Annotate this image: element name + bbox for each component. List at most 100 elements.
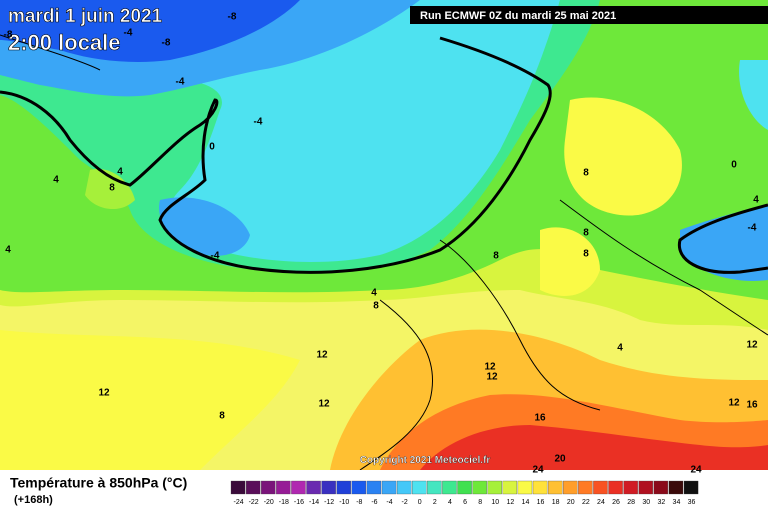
contour-label: 8 <box>219 411 225 422</box>
scale-label: -2 <box>402 499 408 506</box>
contour-label: 12 <box>746 340 758 351</box>
scale-swatch <box>351 480 367 495</box>
run-text: Run ECMWF 0Z du mardi 25 mai 2021 <box>420 10 616 22</box>
scale-swatch <box>336 480 351 495</box>
legend-title: Température à 850hPa (°C) <box>10 475 187 491</box>
scale-swatch <box>261 480 276 495</box>
scale-swatch <box>502 480 518 495</box>
contour-label: 4 <box>5 245 11 256</box>
scale-swatch <box>653 480 669 495</box>
scale-label: 12 <box>506 499 514 506</box>
contour-label: 24 <box>532 465 544 476</box>
scale-swatch <box>683 480 699 495</box>
contour-label: 4 <box>617 343 623 354</box>
contour-labels: -8-8 -4-8-4-404844-448888804-412121281212… <box>4 12 760 476</box>
scale-swatch <box>623 480 638 495</box>
contour-label: -4 <box>748 223 757 234</box>
scale-label: 24 <box>597 499 605 506</box>
contour-label: 8 <box>493 251 499 262</box>
contour-label: -4 <box>176 77 185 88</box>
time-text: 2:00 locale <box>8 30 121 55</box>
field-greenland-tip <box>85 169 135 210</box>
run-banner <box>410 6 768 24</box>
contour-label: -8 <box>162 38 171 49</box>
scale-label: -4 <box>386 499 392 506</box>
scale-swatch <box>396 480 412 495</box>
contour-label: -4 <box>124 28 133 39</box>
scale-label: -12 <box>324 499 334 506</box>
scale-swatch <box>547 480 563 495</box>
scale-swatch <box>321 480 336 495</box>
scale-label: 6 <box>463 499 467 506</box>
scale-swatch <box>366 480 382 495</box>
scale-swatch <box>412 480 427 495</box>
scale-label: 30 <box>642 499 650 506</box>
contour-label: 12 <box>316 350 328 361</box>
contour-0-east <box>677 203 768 274</box>
field-minus4-south <box>159 197 250 256</box>
contour-label: 12 <box>318 399 330 410</box>
contour-label: 0 <box>209 142 215 153</box>
date-text: mardi 1 juin 2021 <box>8 6 163 27</box>
contour-label: 8 <box>109 183 115 194</box>
contour-label: -4 <box>211 251 220 262</box>
scale-label: 2 <box>433 499 437 506</box>
scale-swatch <box>276 480 291 495</box>
contour-label: -4 <box>254 117 263 128</box>
scale-label: 10 <box>491 499 499 506</box>
scale-swatch <box>427 480 442 495</box>
coast <box>439 239 601 411</box>
scale-label: 0 <box>418 499 422 506</box>
scale-swatch <box>668 480 684 495</box>
field-greenland-south <box>0 197 107 240</box>
contour-label: 4 <box>117 167 123 178</box>
field-scandinavia <box>564 97 682 216</box>
contour-label: 4 <box>371 288 377 299</box>
scale-swatch <box>291 480 306 495</box>
scale-label: -10 <box>339 499 349 506</box>
scale-label: 4 <box>448 499 452 506</box>
contour-label: 4 <box>753 195 759 206</box>
scale-swatch <box>593 480 608 495</box>
scale-swatch <box>487 480 502 495</box>
scale-swatch <box>472 480 487 495</box>
scale-label: 26 <box>612 499 620 506</box>
scale-label: 8 <box>478 499 482 506</box>
scale-label: -6 <box>371 499 377 506</box>
contour-label: -8 <box>4 30 13 41</box>
scale-label: 34 <box>673 499 681 506</box>
contour-label: 12 <box>98 388 110 399</box>
scale-label: -22 <box>249 499 259 506</box>
scale-label: -14 <box>309 499 319 506</box>
contour-label: 8 <box>583 249 589 260</box>
scale-label: 28 <box>627 499 635 506</box>
scale-label: 36 <box>688 499 696 506</box>
field-14 <box>0 330 300 470</box>
scale-swatch <box>230 480 246 495</box>
contour-label: 12 <box>484 362 496 373</box>
scale-label: -24 <box>233 499 243 506</box>
scale-label: -16 <box>294 499 304 506</box>
scale-label: 14 <box>522 499 530 506</box>
scale-swatch <box>578 480 593 495</box>
scale-label: 20 <box>567 499 575 506</box>
scale-label: -8 <box>356 499 362 506</box>
contour-0 <box>0 36 552 274</box>
color-scale: -24 -22 -20 -18 -16 -14 -12 -10 -8 -6 -4 -2 0 2 4 6 8 10 1… <box>230 480 699 506</box>
legend-subtitle: (+168h) <box>14 494 53 506</box>
field-minus8 <box>0 0 300 62</box>
scale-swatch <box>608 480 623 495</box>
contour-label: 20 <box>554 454 566 465</box>
contour-label: 8 <box>373 301 379 312</box>
scale-swatch <box>306 480 321 495</box>
contour-label: 8 <box>583 228 589 239</box>
scale-label: -18 <box>279 499 289 506</box>
contour-label: 0 <box>731 160 737 171</box>
scale-swatch <box>381 480 397 495</box>
coast <box>0 34 101 71</box>
scale-label: 18 <box>552 499 560 506</box>
field-east-cold <box>680 205 768 281</box>
field-ne <box>739 60 768 130</box>
